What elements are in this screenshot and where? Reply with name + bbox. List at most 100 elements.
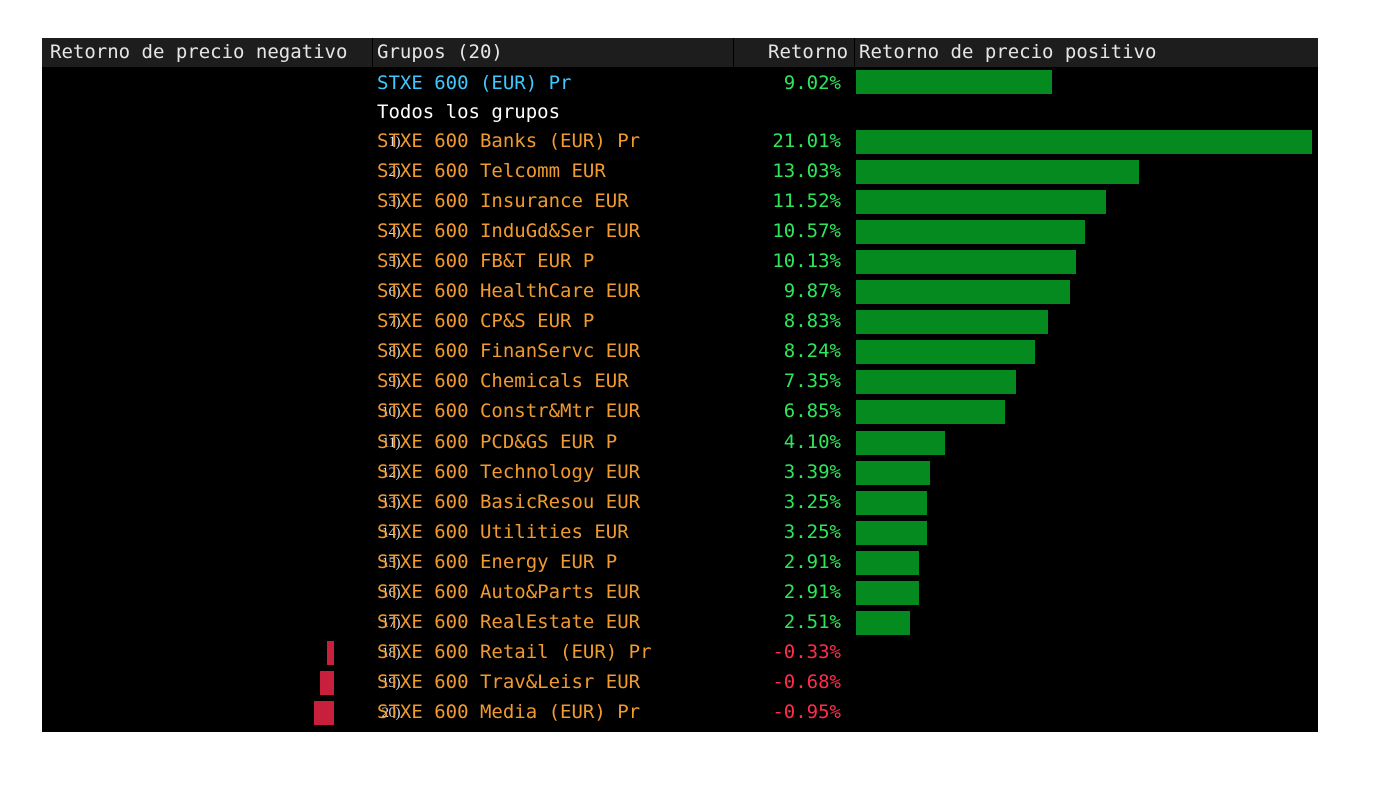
groups-header: Grupos (20) (377, 41, 503, 63)
positive-return-bar (856, 280, 1070, 304)
negative-return-header: Retorno de precio negativo (50, 41, 348, 63)
return-value: 9.87% (783, 280, 841, 302)
table-row[interactable]: 9) STXE 600 Chemicals EUR 7.35% (42, 367, 1318, 397)
return-value: 10.57% (772, 220, 841, 242)
return-value: 11.52% (772, 190, 841, 212)
positive-return-bar (856, 491, 927, 515)
return-value: 10.13% (772, 250, 841, 272)
return-value: 2.51% (783, 611, 841, 633)
rank-number: 4) (388, 224, 401, 240)
table-row[interactable]: 4) STXE 600 InduGd&Ser EUR 10.57% (42, 217, 1318, 247)
group-name[interactable]: STXE 600 PCD&GS EUR P (377, 431, 618, 453)
rank-number: 9) (388, 374, 401, 390)
table-row[interactable]: 2) STXE 600 Telcomm EUR 13.03% (42, 157, 1318, 187)
return-value: 2.91% (783, 581, 841, 603)
group-name[interactable]: STXE 600 Utilities EUR (377, 521, 629, 543)
rank-number: 5) (388, 254, 401, 270)
table-row[interactable]: 18) STXE 600 Retail (EUR) Pr -0.33% (42, 638, 1318, 668)
positive-return-bar (856, 310, 1048, 334)
rank-number: 10) (381, 404, 401, 420)
group-name[interactable]: STXE 600 BasicResou EUR (377, 491, 641, 513)
return-value: 3.25% (783, 491, 841, 513)
group-name[interactable]: STXE 600 Insurance EUR (377, 190, 629, 212)
table-row[interactable]: 3) STXE 600 Insurance EUR 11.52% (42, 187, 1318, 217)
positive-return-bar (856, 400, 1005, 424)
group-name[interactable]: STXE 600 CP&S EUR P (377, 310, 595, 332)
rank-number: 17) (381, 615, 401, 631)
chart-panel: Retorno de precio negativo Grupos (20) R… (42, 38, 1318, 732)
benchmark-bar (856, 70, 1052, 94)
header-divider (733, 38, 734, 67)
positive-return-bar (856, 461, 930, 485)
header-divider (372, 38, 373, 67)
rank-number: 13) (381, 495, 401, 511)
group-name[interactable]: STXE 600 Banks (EUR) Pr (377, 130, 641, 152)
return-value: -0.68% (772, 671, 841, 693)
table-row[interactable]: 1) STXE 600 Banks (EUR) Pr 21.01% (42, 127, 1318, 157)
return-value: 3.25% (783, 521, 841, 543)
return-value: -0.95% (772, 701, 841, 723)
header-divider (854, 38, 855, 67)
table-row[interactable]: 13) STXE 600 BasicResou EUR 3.25% (42, 488, 1318, 518)
table-row[interactable]: 8) STXE 600 FinanServc EUR 8.24% (42, 337, 1318, 367)
group-name[interactable]: STXE 600 Telcomm EUR (377, 160, 606, 182)
return-value: 21.01% (772, 130, 841, 152)
group-name[interactable]: STXE 600 InduGd&Ser EUR (377, 220, 641, 242)
group-name[interactable]: STXE 600 Auto&Parts EUR (377, 581, 641, 603)
positive-return-bar (856, 551, 919, 575)
benchmark-return: 9.02% (783, 72, 841, 94)
header-row: Retorno de precio negativo Grupos (20) R… (42, 38, 1318, 67)
return-value: 6.85% (783, 400, 841, 422)
table-row[interactable]: 16) STXE 600 Auto&Parts EUR 2.91% (42, 578, 1318, 608)
rank-number: 14) (381, 525, 401, 541)
table-row[interactable]: 11) STXE 600 PCD&GS EUR P 4.10% (42, 428, 1318, 458)
group-name[interactable]: STXE 600 FB&T EUR P (377, 250, 595, 272)
table-row[interactable]: 10) STXE 600 Constr&Mtr EUR 6.85% (42, 397, 1318, 427)
table-row[interactable]: 19) STXE 600 Trav&Leisr EUR -0.68% (42, 668, 1318, 698)
negative-return-bar (314, 701, 334, 725)
return-value: -0.33% (772, 641, 841, 663)
table-row[interactable]: 12) STXE 600 Technology EUR 3.39% (42, 458, 1318, 488)
table-row[interactable]: 15) STXE 600 Energy EUR P 2.91% (42, 548, 1318, 578)
rank-number: 8) (388, 344, 401, 360)
return-value: 13.03% (772, 160, 841, 182)
rank-number: 11) (382, 435, 400, 451)
return-value: 7.35% (783, 370, 841, 392)
rank-number: 1) (388, 134, 401, 150)
group-name[interactable]: STXE 600 Media (EUR) Pr (377, 701, 641, 723)
group-name[interactable]: STXE 600 Energy EUR P (377, 551, 618, 573)
rank-number: 2) (388, 164, 401, 180)
positive-return-bar (856, 611, 910, 635)
return-value: 2.91% (783, 551, 841, 573)
table-row[interactable]: 5) STXE 600 FB&T EUR P 10.13% (42, 247, 1318, 277)
group-name[interactable]: STXE 600 RealEstate EUR (377, 611, 641, 633)
table-row[interactable]: 7) STXE 600 CP&S EUR P 8.83% (42, 307, 1318, 337)
return-value: 3.39% (783, 461, 841, 483)
rank-number: 18) (381, 645, 401, 661)
positive-return-bar (856, 220, 1085, 244)
group-name[interactable]: STXE 600 Retail (EUR) Pr (377, 641, 652, 663)
table-row[interactable]: 20) STXE 600 Media (EUR) Pr -0.95% (42, 698, 1318, 728)
rank-number: 7) (388, 314, 401, 330)
rank-number: 3) (388, 194, 401, 210)
group-name[interactable]: STXE 600 HealthCare EUR (377, 280, 641, 302)
group-name[interactable]: STXE 600 Chemicals EUR (377, 370, 629, 392)
return-value: 8.24% (783, 340, 841, 362)
group-name[interactable]: STXE 600 Technology EUR (377, 461, 641, 483)
group-name[interactable]: STXE 600 FinanServc EUR (377, 340, 641, 362)
group-name[interactable]: STXE 600 Trav&Leisr EUR (377, 671, 641, 693)
table-row[interactable]: 14) STXE 600 Utilities EUR 3.25% (42, 518, 1318, 548)
return-header: Retorno (768, 41, 849, 63)
positive-return-bar (856, 370, 1016, 394)
table-row[interactable]: 6) STXE 600 HealthCare EUR 9.87% (42, 277, 1318, 307)
negative-return-bar (327, 641, 334, 665)
benchmark-name[interactable]: STXE 600 (EUR) Pr (377, 72, 572, 94)
rank-number: 16) (381, 585, 401, 601)
group-name[interactable]: STXE 600 Constr&Mtr EUR (377, 400, 641, 422)
negative-return-bar (320, 671, 334, 695)
rank-number: 19) (381, 675, 401, 691)
table-row[interactable]: 17) STXE 600 RealEstate EUR 2.51% (42, 608, 1318, 638)
positive-return-bar (856, 160, 1139, 184)
positive-return-bar (856, 190, 1106, 214)
positive-return-bar (856, 581, 919, 605)
